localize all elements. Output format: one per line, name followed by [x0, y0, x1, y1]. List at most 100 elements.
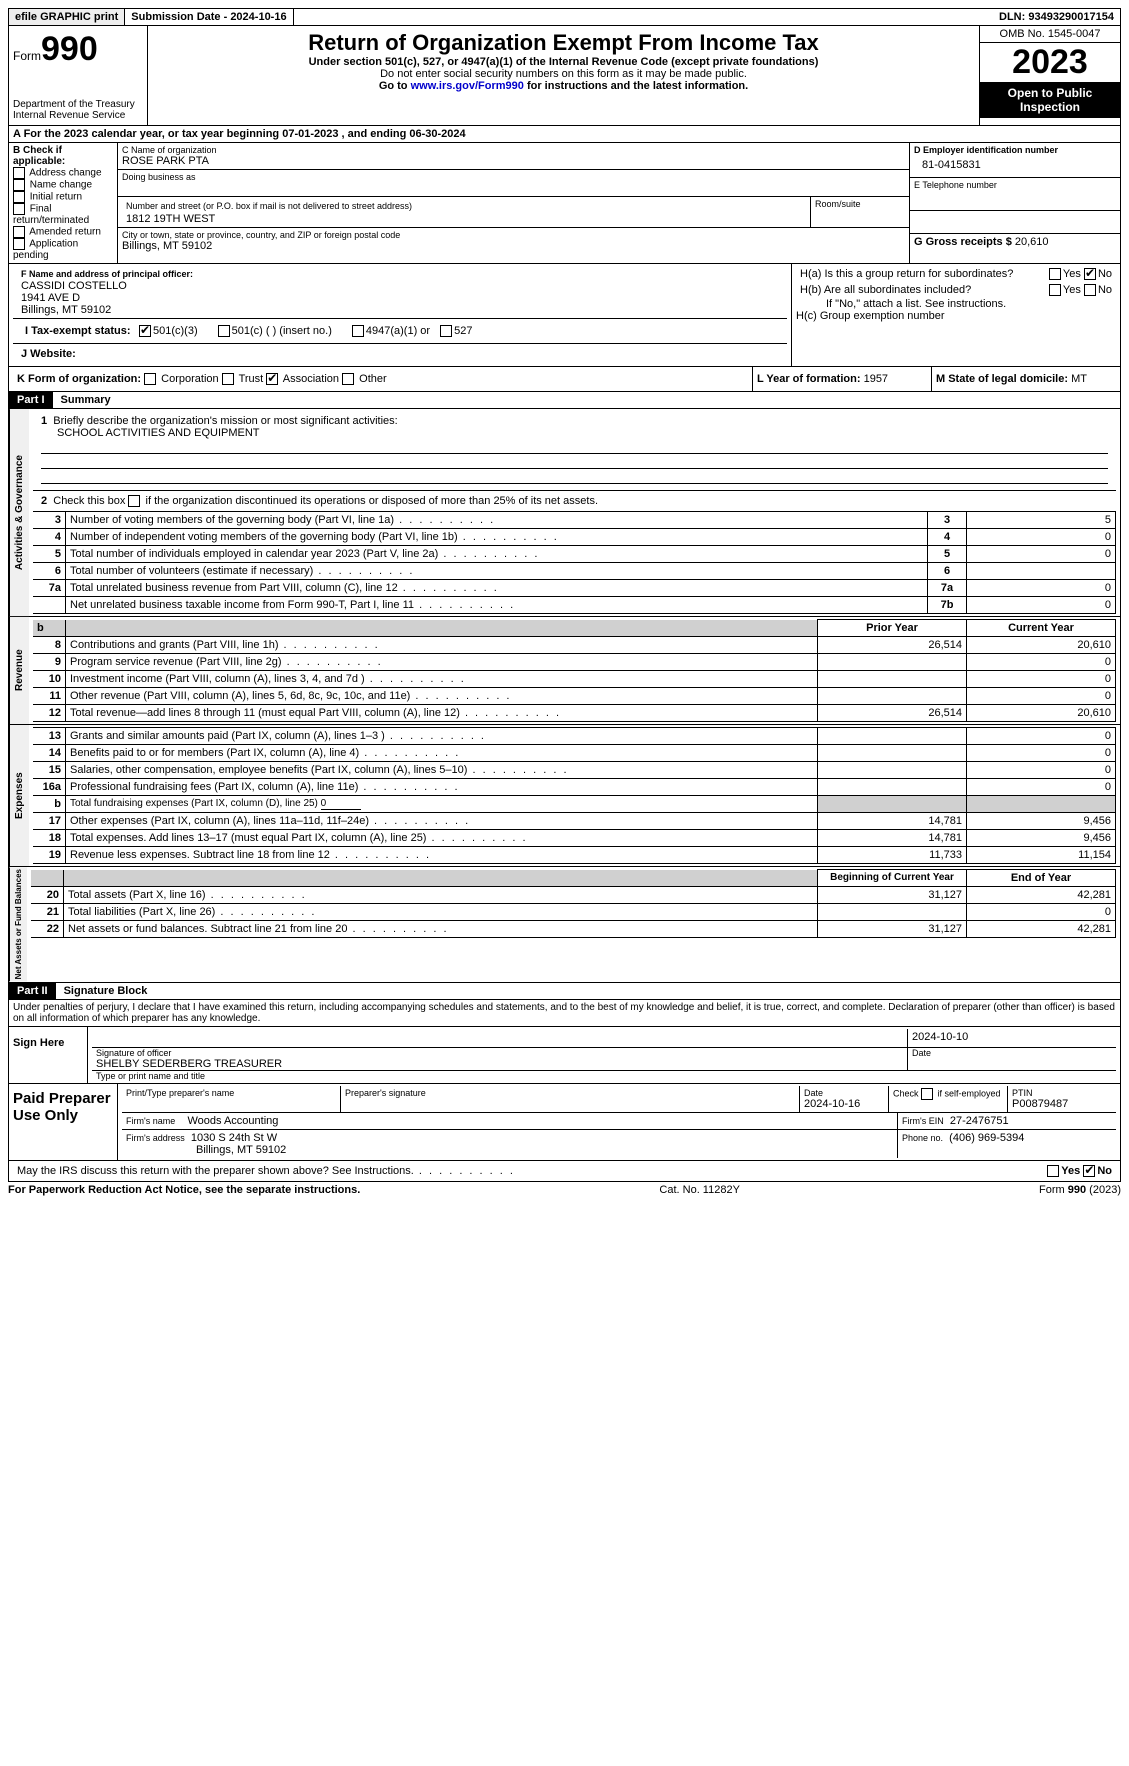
opt-trust: Trust: [239, 373, 264, 385]
section-expenses: Expenses: [9, 725, 29, 866]
check-discontinued[interactable]: [128, 495, 140, 507]
check-trust[interactable]: [222, 373, 234, 385]
ha-yes[interactable]: [1049, 268, 1061, 280]
sign-here-label: Sign Here: [9, 1027, 88, 1083]
firm-addr2: Billings, MT 59102: [126, 1144, 286, 1156]
tax-year: 2023: [980, 43, 1120, 82]
page-footer: For Paperwork Reduction Act Notice, see …: [8, 1182, 1121, 1196]
check-4947[interactable]: [352, 325, 364, 337]
ptin-value: P00879487: [1012, 1098, 1112, 1110]
col-prior: Prior Year: [818, 620, 967, 637]
sig-officer-label: Signature of officer: [96, 1048, 903, 1058]
irs-link[interactable]: www.irs.gov/Form990: [411, 80, 524, 92]
check-501c3[interactable]: [139, 325, 151, 337]
col-begin: Beginning of Current Year: [818, 870, 967, 887]
officer-name: CASSIDI COSTELLO: [21, 280, 127, 292]
efile-print-button[interactable]: efile GRAPHIC print: [9, 9, 125, 25]
gross-receipts: 20,610: [1015, 236, 1049, 248]
no-label: No: [1098, 268, 1112, 280]
opt-other: Other: [359, 373, 387, 385]
perjury-declaration: Under penalties of perjury, I declare th…: [8, 1000, 1121, 1027]
box-g-label: G Gross receipts $: [914, 236, 1012, 248]
sig-date-label: Date: [912, 1048, 1112, 1058]
col-current: Current Year: [967, 620, 1116, 637]
officer-addr1: 1941 AVE D: [21, 292, 80, 304]
box-l-label: L Year of formation:: [757, 373, 861, 385]
line-16b-v: 0: [321, 798, 361, 810]
section-net: Net Assets or Fund Balances: [9, 867, 27, 981]
phone-label: Phone no.: [902, 1133, 943, 1143]
check-527[interactable]: [440, 325, 452, 337]
state-domicile: MT: [1071, 373, 1087, 385]
officer-sig-name: SHELBY SEDERBERG TREASURER: [96, 1058, 903, 1070]
opt-initial: Initial return: [30, 192, 82, 203]
opt-501c3: 501(c)(3): [153, 325, 198, 337]
check-assoc[interactable]: [266, 373, 278, 385]
footer-right: Form 990 (2023): [1039, 1184, 1121, 1196]
check-address-change[interactable]: [13, 167, 25, 179]
opt-assoc: Association: [283, 373, 339, 385]
section-governance: Activities & Governance: [9, 409, 29, 616]
form-number: 990: [41, 30, 98, 68]
ha-no[interactable]: [1084, 268, 1096, 280]
check-corp[interactable]: [144, 373, 156, 385]
may-irs-label: May the IRS discuss this return with the…: [13, 1163, 1043, 1179]
hb-note: If "No," attach a list. See instructions…: [796, 298, 1116, 310]
street-value: 1812 19TH WEST: [122, 213, 806, 225]
check-name-change[interactable]: [13, 179, 25, 191]
year-formation: 1957: [864, 373, 888, 385]
hb-no[interactable]: [1084, 284, 1096, 296]
check-501c[interactable]: [218, 325, 230, 337]
footer-mid: Cat. No. 11282Y: [659, 1184, 740, 1196]
part2-title: Signature Block: [56, 983, 156, 999]
section-fh: F Name and address of principal officer:…: [8, 264, 1121, 367]
goto-post: for instructions and the latest informat…: [524, 80, 748, 92]
may-irs-yes[interactable]: [1047, 1165, 1059, 1177]
expenses-table: 13 Grants and similar amounts paid (Part…: [33, 727, 1116, 864]
col-end: End of Year: [967, 870, 1116, 887]
p-sig-label: Preparer's signature: [341, 1086, 800, 1112]
sign-here-block: Sign Here 2024-10-10 Signature of office…: [8, 1027, 1121, 1084]
firm-ein: 27-2476751: [950, 1115, 1009, 1127]
line-a: A For the 2023 calendar year, or tax yea…: [8, 126, 1121, 143]
sign-date: 2024-10-10: [908, 1029, 1116, 1047]
check-initial[interactable]: [13, 191, 25, 203]
yes-label3: Yes: [1061, 1165, 1080, 1177]
check-pending[interactable]: [13, 238, 25, 250]
may-irs-row: May the IRS discuss this return with the…: [8, 1161, 1121, 1182]
paid-preparer-label: Paid Preparer Use Only: [9, 1084, 118, 1160]
line-a-end: 06-30-2024: [409, 128, 465, 140]
revenue-table: b Prior Year Current Year 8 Contribution…: [33, 619, 1116, 722]
hb-yes[interactable]: [1049, 284, 1061, 296]
check-self-employed[interactable]: [921, 1088, 933, 1100]
check-final[interactable]: [13, 203, 25, 215]
paid-preparer-block: Paid Preparer Use Only Print/Type prepar…: [8, 1084, 1121, 1161]
check-amended[interactable]: [13, 226, 25, 238]
line-a-mid: , and ending: [338, 128, 409, 140]
box-e-label: E Telephone number: [914, 180, 1116, 190]
yes-label2: Yes: [1063, 284, 1081, 296]
ein-value: 81-0415831: [914, 155, 1116, 175]
form-label: Form: [13, 49, 41, 63]
firm-addr1: 1030 S 24th St W: [191, 1132, 277, 1144]
governance-table: 3 Number of voting members of the govern…: [33, 511, 1116, 614]
firm-addr-label: Firm's address: [126, 1133, 185, 1143]
box-m-label: M State of legal domicile:: [936, 373, 1068, 385]
box-d-label: D Employer identification number: [914, 145, 1116, 155]
box-f-label: F Name and address of principal officer:: [21, 269, 193, 279]
street-label: Number and street (or P.O. box if mail i…: [122, 199, 806, 213]
dln: DLN: 93493290017154: [993, 9, 1120, 25]
footer-left: For Paperwork Reduction Act Notice, see …: [8, 1184, 360, 1196]
check-other[interactable]: [342, 373, 354, 385]
line-a-begin: 07-01-2023: [282, 128, 338, 140]
line-16b-t: Total fundraising expenses (Part IX, col…: [70, 798, 318, 809]
p-name-label: Print/Type preparer's name: [122, 1086, 341, 1112]
ssn-note: Do not enter social security numbers on …: [152, 68, 975, 80]
q2-label: if the organization discontinued its ope…: [142, 495, 598, 507]
box-i-label: I Tax-exempt status:: [21, 323, 139, 339]
yes-label: Yes: [1063, 268, 1081, 280]
section-revenue: Revenue: [9, 617, 29, 724]
submission-date: Submission Date - 2024-10-16: [125, 9, 293, 25]
may-irs-no[interactable]: [1083, 1165, 1095, 1177]
opt-501c: 501(c) ( ) (insert no.): [232, 325, 332, 337]
